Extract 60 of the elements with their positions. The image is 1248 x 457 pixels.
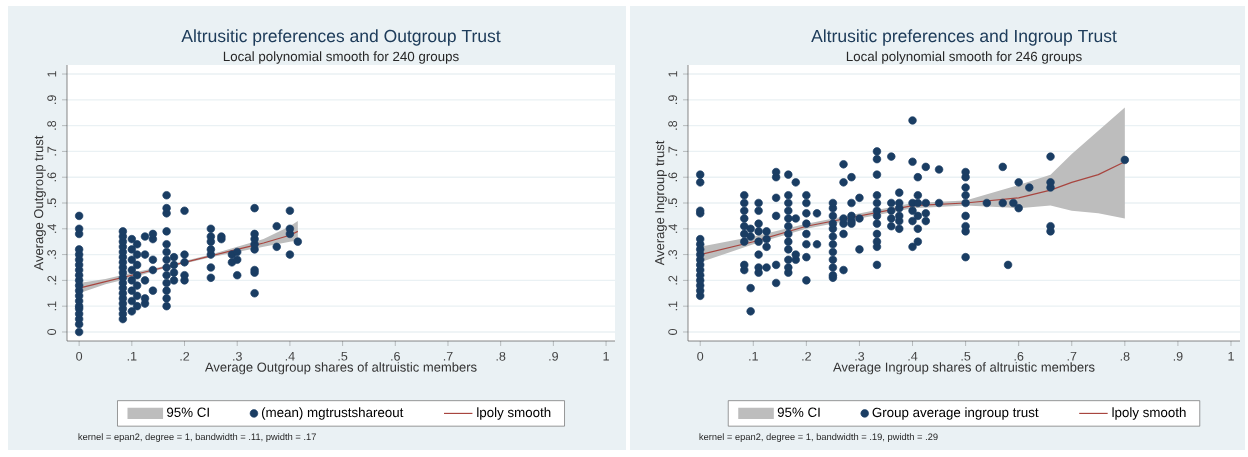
y-tick-label: .9 [668, 95, 678, 104]
y-tick-label: .4 [668, 223, 678, 233]
x-tick-label: .7 [443, 351, 453, 361]
x-tick-label: 0 [76, 351, 83, 361]
chart-subtitle: Local polynomial smooth for 246 groups [846, 51, 1082, 64]
x-tick-label: .4 [285, 351, 295, 361]
x-tick-label: .6 [1014, 351, 1024, 361]
y-tick-label: .2 [47, 275, 57, 285]
x-tick-label: .8 [1120, 351, 1130, 361]
x-axis-title: Average Ingroup shares of altruistic members [833, 362, 1095, 375]
x-tick-label: .3 [233, 351, 242, 361]
y-tick-label: .6 [47, 172, 57, 182]
y-axis-title: Average Outgroup trust [34, 135, 46, 271]
y-tick-label: .7 [47, 146, 57, 156]
x-tick-label: .7 [1067, 351, 1077, 361]
chart-title: Altrusitic preferences and Outgroup Trust [181, 29, 501, 46]
x-tick-label: .1 [749, 351, 758, 361]
y-tick-label: .9 [47, 95, 57, 104]
y-tick-label: .8 [668, 120, 678, 130]
y-tick-label: 1 [47, 71, 57, 77]
x-tick-label: .9 [1173, 351, 1183, 361]
text: kernel = epan2, degree = 1, bandwidth = .11, pwidth = .17 [78, 433, 316, 442]
x-tick-label: .4 [908, 351, 918, 361]
legend-label: lpoly smooth [1112, 407, 1186, 420]
y-tick-label: .3 [47, 249, 57, 259]
chart-subtitle: Local polynomial smooth for 240 groups [223, 51, 459, 64]
chart-title: Altrusitic preferences and Ingroup Trust [811, 29, 1117, 46]
x-tick-label: 1 [603, 351, 609, 361]
y-tick-label: .5 [668, 198, 678, 208]
x-tick-label: .3 [855, 351, 865, 361]
x-axis-title: Average Outgroup shares of altruistic members [204, 362, 477, 375]
legend-label: Group average ingroup trust [872, 407, 1039, 420]
y-tick-label: .5 [47, 198, 57, 208]
y-tick-label: .1 [668, 301, 678, 311]
y-tick-label: .2 [668, 275, 678, 285]
x-tick-label: .5 [961, 351, 971, 361]
y-tick-label: .3 [668, 249, 678, 259]
x-tick-label: .8 [496, 351, 506, 361]
text: 95% CI [167, 407, 209, 417]
y-tick-label: .1 [47, 301, 57, 311]
legend-label: lpoly smooth [477, 407, 551, 420]
x-tick-label: .2 [802, 351, 811, 361]
y-tick-label: .6 [668, 172, 678, 182]
text: 95% CI [777, 407, 820, 417]
x-tick-label: .1 [127, 351, 137, 361]
text: kernel = epan2, degree = 1, bandwidth = .19, pwidth = .29 [699, 433, 938, 442]
y-tick-label: .4 [47, 223, 57, 233]
x-tick-label: 0 [697, 351, 704, 361]
y-tick-label: .7 [668, 146, 678, 156]
y-tick-label: 1 [668, 71, 678, 77]
y-tick-label: .8 [47, 120, 57, 130]
y-tick-label: 0 [668, 328, 678, 335]
x-tick-label: 1 [1228, 351, 1234, 361]
x-tick-label: .9 [549, 351, 558, 361]
y-tick-label: 0 [47, 328, 57, 335]
y-axis-title: Average Ingroup trust [655, 140, 667, 266]
legend-label: (mean) mgtrustshareout [261, 407, 404, 420]
x-tick-label: .6 [391, 351, 400, 361]
x-tick-label: .2 [180, 351, 190, 361]
x-tick-label: .5 [338, 351, 348, 361]
